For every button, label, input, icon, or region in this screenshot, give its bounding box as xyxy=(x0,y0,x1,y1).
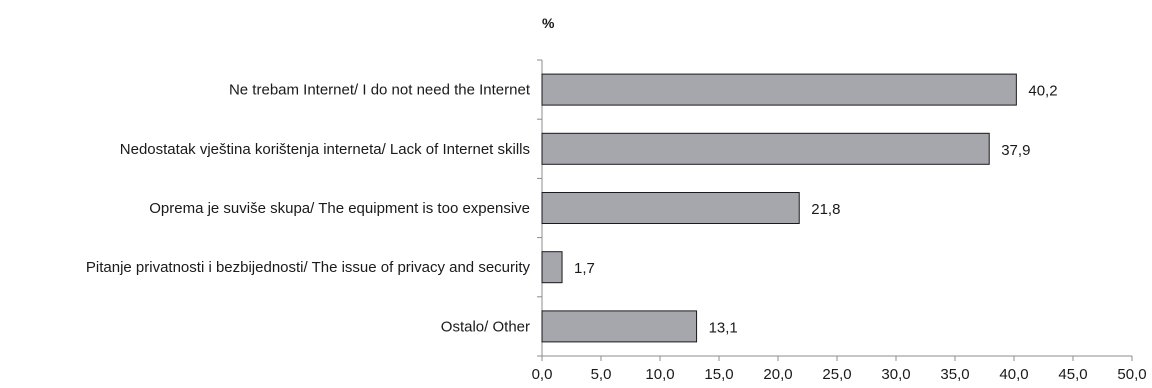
x-tick-label: 25,0 xyxy=(822,366,851,383)
x-tick-label: 15,0 xyxy=(704,366,733,383)
x-tick-label: 20,0 xyxy=(763,366,792,383)
bar xyxy=(541,132,990,165)
bar xyxy=(541,310,698,343)
x-tick-label: 35,0 xyxy=(940,366,969,383)
data-label: 1,7 xyxy=(574,260,595,277)
x-tick-label: 10,0 xyxy=(645,366,674,383)
x-tick-label: 45,0 xyxy=(1058,366,1087,383)
x-tick-label: 50,0 xyxy=(1117,366,1146,383)
data-label: 21,8 xyxy=(811,201,840,218)
data-label: 13,1 xyxy=(709,319,738,336)
data-label: 40,2 xyxy=(1028,83,1057,100)
x-tick-label: 30,0 xyxy=(881,366,910,383)
x-tick-label: 0,0 xyxy=(532,366,553,383)
bar xyxy=(541,251,563,284)
category-label: Oprema je suviše skupa/ The equipment is… xyxy=(149,200,530,217)
plot-area: 0,0 5,0 10,0 15,0 20,0 25,0 30,0 35,0 40,0 45,0 50… xyxy=(86,59,1147,383)
bar xyxy=(541,73,1017,106)
x-tick-label: 40,0 xyxy=(999,366,1028,383)
category-label: Ne trebam Internet/ I do not need the In… xyxy=(229,82,531,99)
x-tick-label: 5,0 xyxy=(591,366,612,383)
category-label: Pitanje privatnosti i bezbijednosti/ The… xyxy=(86,259,531,276)
data-label: 37,9 xyxy=(1001,142,1030,159)
axis-unit-label: % xyxy=(542,15,555,31)
bar xyxy=(541,192,800,224)
category-label: Ostalo/ Other xyxy=(441,318,530,335)
category-label: Nedostatak vještina korištenja interneta… xyxy=(120,141,530,158)
